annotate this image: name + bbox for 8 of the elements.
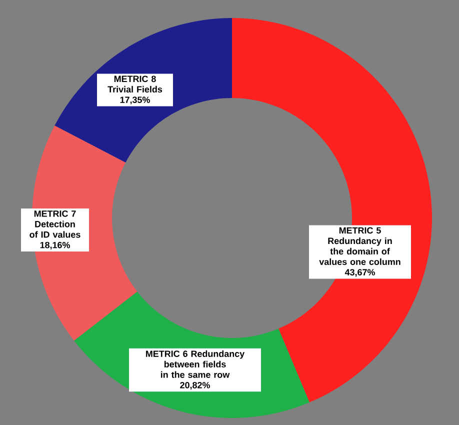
data-label: 20,82% (180, 382, 210, 390)
slice-label: METRIC 5 Redundancy in the domain of values one column (319, 227, 400, 265)
slice-label: METRIC 8 Trivial Fields (108, 76, 162, 93)
slice-label: METRIC 7 Detection of ID values (30, 210, 80, 238)
slice-label: METRIC 6 Redundancy between fields in the same row (146, 350, 245, 378)
data-label: 43,67% (344, 269, 375, 277)
data-label: 17,35% (120, 96, 150, 104)
data-label: 18,16% (40, 242, 70, 250)
